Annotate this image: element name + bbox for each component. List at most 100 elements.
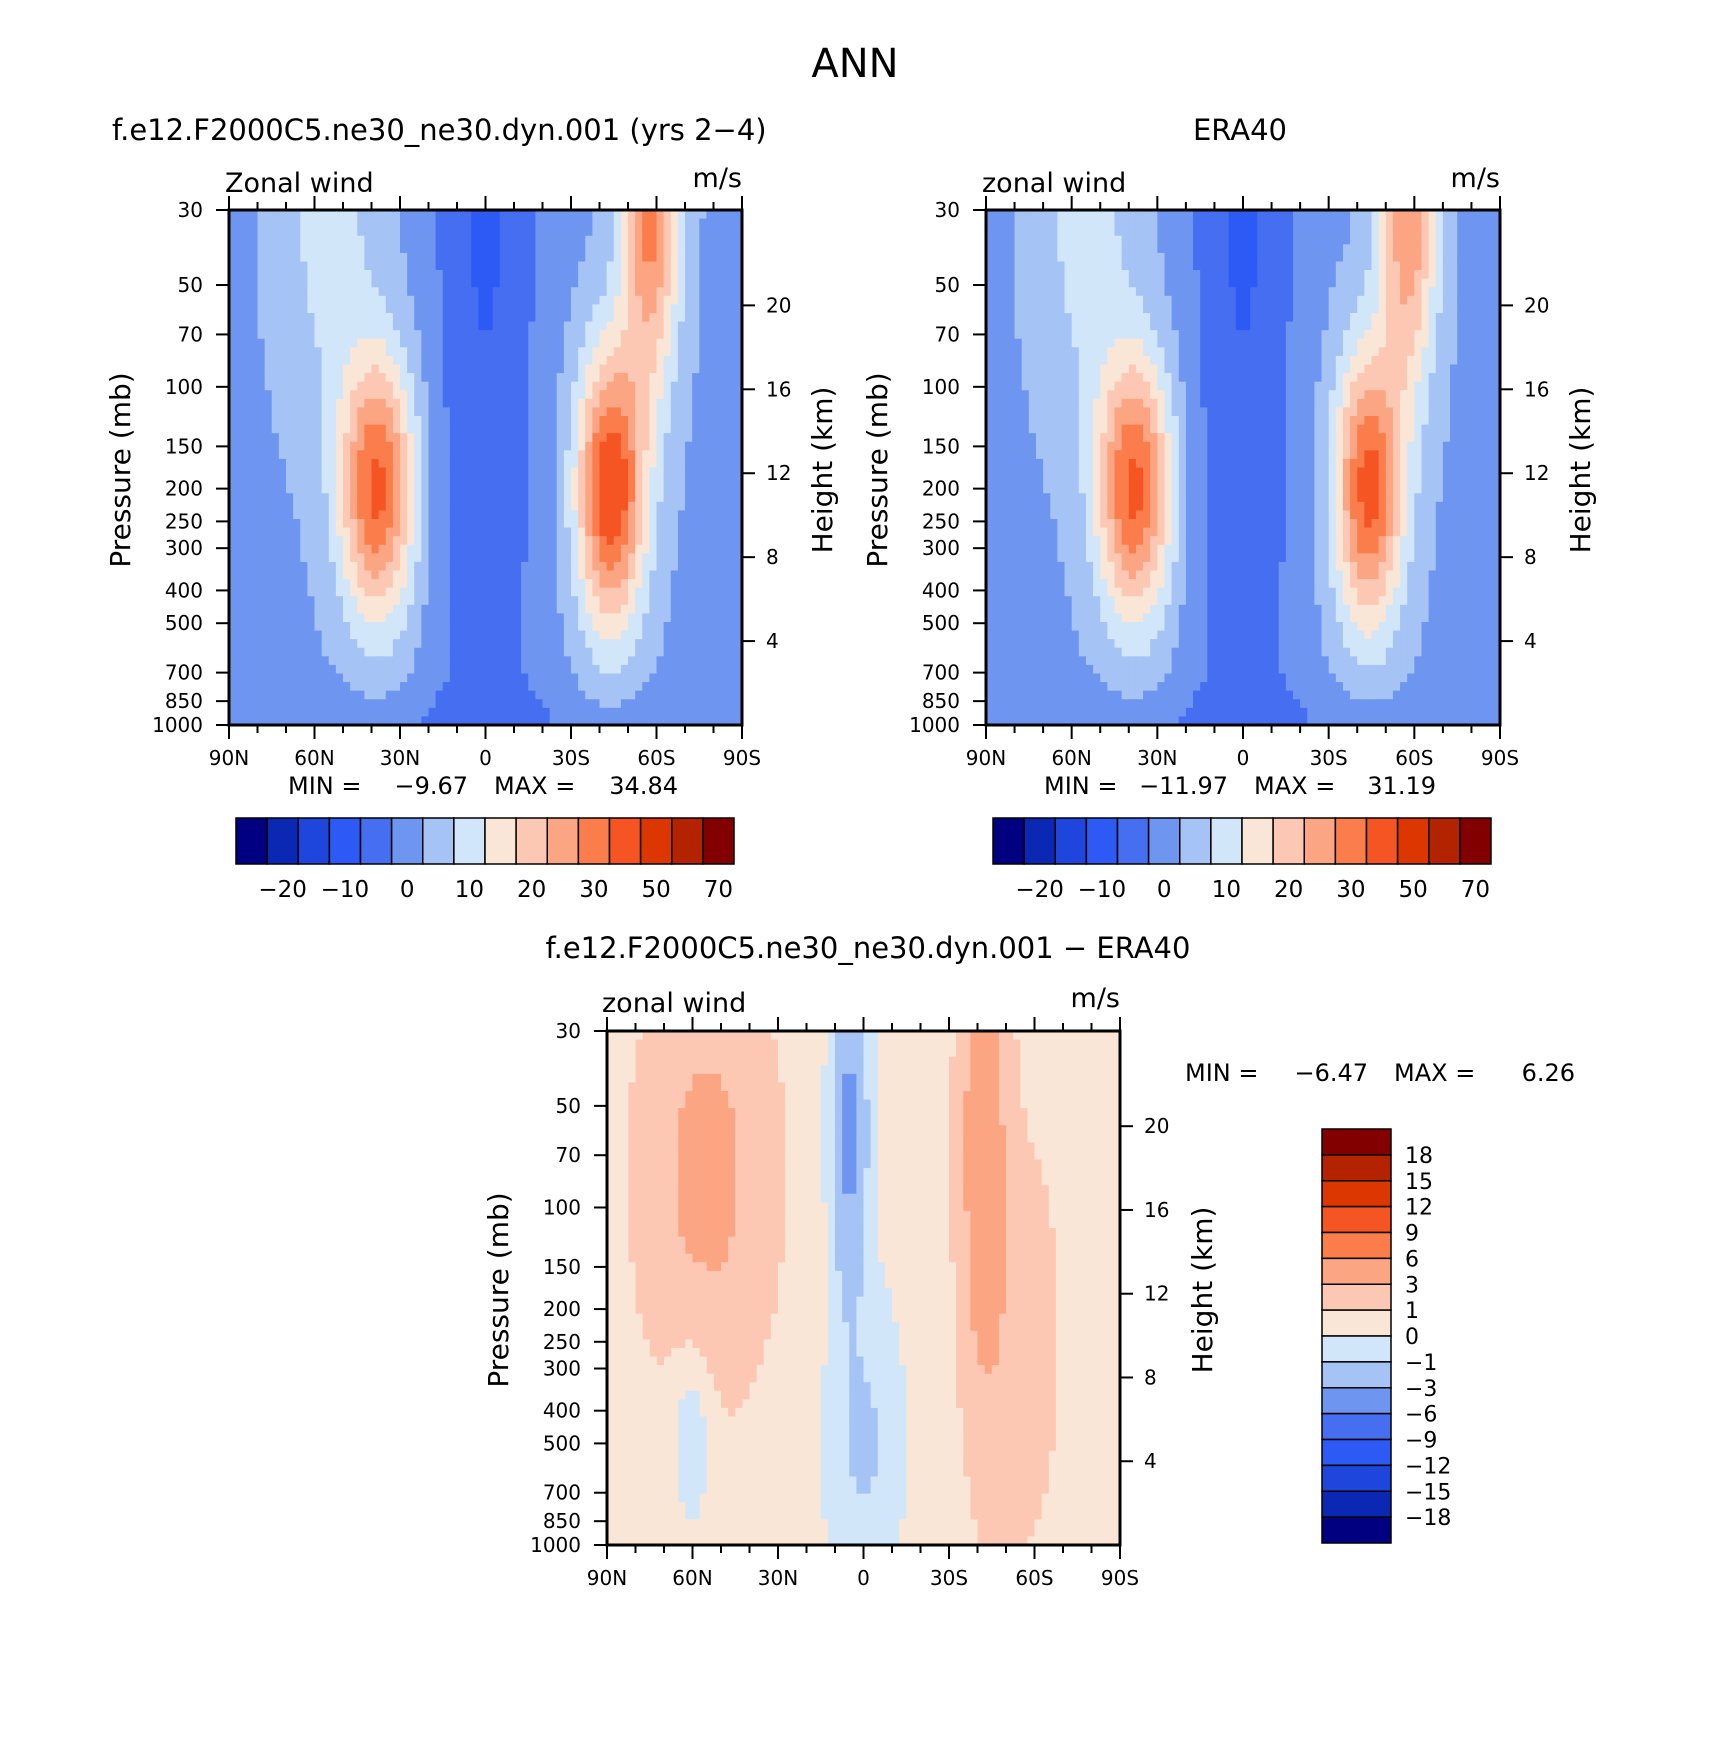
contour-cell	[485, 373, 494, 383]
contour-cell	[556, 467, 565, 477]
contour-cell	[264, 536, 273, 546]
contour-cell	[514, 252, 522, 263]
contour-cell	[492, 416, 501, 426]
contour-cell	[563, 501, 572, 512]
contour-cell	[400, 252, 408, 263]
contour-cell	[378, 373, 387, 383]
contour-cell	[563, 476, 572, 486]
contour-cell	[371, 707, 380, 718]
contour-cell	[335, 364, 344, 374]
contour-cell	[300, 424, 308, 434]
contour-cell	[229, 682, 237, 692]
contour-cell	[528, 579, 536, 589]
contour-cell	[449, 398, 458, 409]
contour-cell	[556, 313, 565, 323]
contour-cell	[385, 295, 394, 306]
contour-cell	[685, 433, 693, 443]
contour-cell	[364, 501, 373, 512]
contour-cell	[499, 673, 508, 683]
contour-cell	[378, 381, 387, 391]
contour-cell	[720, 416, 729, 426]
contour-cell	[1457, 261, 1465, 271]
contour-cell	[628, 467, 636, 477]
contour-cell	[278, 682, 287, 692]
contour-cell	[677, 570, 686, 580]
contour-cell	[293, 690, 301, 700]
contour-cell	[229, 536, 237, 546]
contour-cell	[620, 664, 629, 675]
contour-cell	[677, 613, 686, 623]
contour-cell	[271, 561, 280, 572]
contour-cell	[599, 373, 608, 383]
contour-cell	[599, 664, 608, 675]
contour-cell	[692, 664, 700, 675]
contour-cell	[478, 355, 487, 366]
contour-cell	[1178, 235, 1187, 245]
contour-cell	[528, 364, 536, 374]
contour-cell	[485, 673, 494, 683]
contour-cell	[585, 321, 593, 331]
contour-cell	[585, 716, 593, 726]
contour-cell	[649, 553, 658, 563]
contour-cell	[314, 519, 323, 529]
contour-cell	[378, 416, 387, 426]
contour-cell	[556, 433, 565, 443]
contour-cell	[506, 330, 515, 340]
contour-cell	[506, 252, 515, 263]
contour-cell	[229, 330, 237, 340]
contour-cell	[314, 639, 323, 649]
contour-cell	[457, 707, 465, 718]
contour-cell	[350, 604, 358, 615]
contour-cell	[364, 613, 373, 623]
contour-cell	[371, 398, 380, 409]
contour-cell	[371, 553, 380, 563]
contour-cell	[314, 278, 323, 288]
contour-cell	[727, 441, 736, 451]
contour-cell	[620, 252, 629, 263]
contour-cell	[350, 716, 358, 726]
contour-cell	[613, 458, 622, 469]
contour-cell	[656, 639, 665, 649]
contour-cell	[293, 235, 301, 245]
contour-cell	[677, 527, 686, 537]
contour-cell	[229, 622, 237, 632]
contour-cell	[314, 570, 323, 580]
contour-cell	[656, 227, 665, 237]
contour-cell	[613, 321, 622, 331]
contour-cell	[229, 510, 237, 520]
contour-cell	[464, 338, 472, 348]
contour-cell	[1328, 227, 1337, 237]
contour-cell	[1014, 261, 1023, 271]
contour-cell	[371, 321, 380, 331]
contour-cell	[293, 364, 301, 374]
contour-cell	[400, 493, 408, 503]
contour-cell	[471, 467, 479, 477]
contour-cell	[649, 424, 658, 434]
contour-cell	[293, 373, 301, 383]
contour-cell	[635, 484, 643, 494]
contour-cell	[1257, 218, 1266, 228]
contour-cell	[599, 476, 608, 486]
contour-cell	[670, 390, 679, 400]
contour-cell	[264, 596, 273, 606]
colorbar-swatch	[422, 817, 455, 865]
contour-cell	[535, 587, 544, 597]
contour-cell	[328, 381, 337, 391]
contour-cell	[442, 707, 451, 718]
contour-cell	[1200, 270, 1208, 280]
contour-cell	[571, 424, 579, 434]
contour-cell	[400, 682, 408, 692]
contour-cell	[656, 656, 665, 666]
contour-cell	[1328, 270, 1337, 280]
contour-cell	[300, 467, 308, 477]
contour-cell	[485, 476, 494, 486]
contour-cell	[528, 287, 536, 297]
contour-cell	[506, 493, 515, 503]
contour-cell	[656, 664, 665, 675]
contour-cell	[343, 587, 351, 597]
contour-cell	[321, 252, 330, 263]
contour-cell	[1235, 210, 1244, 220]
contour-cell	[713, 304, 722, 314]
contour-cell	[1107, 235, 1116, 245]
contour-cell	[592, 682, 601, 692]
